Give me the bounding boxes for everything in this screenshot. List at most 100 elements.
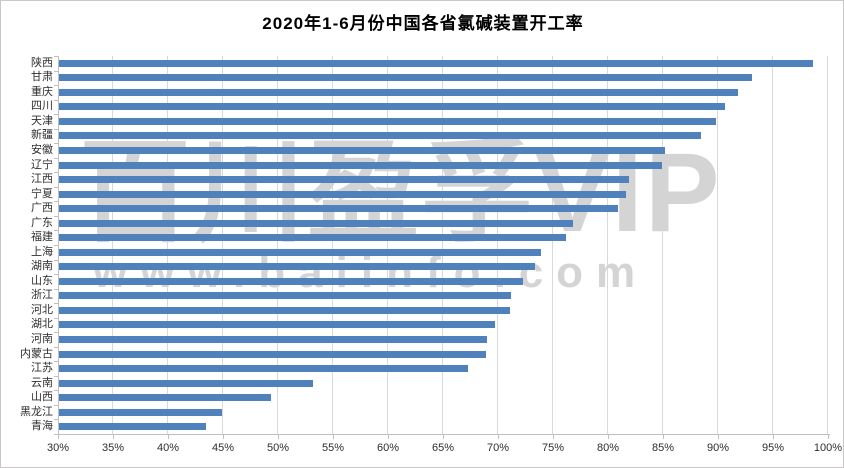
x-axis-label: 75% [541,442,565,454]
bar-湖南 [59,263,535,270]
y-axis-label: 四川 [31,100,53,112]
bar-甘肃 [59,74,752,81]
x-axis-label: 35% [101,442,125,454]
x-tick-mark [388,435,389,439]
x-axis-line [58,434,830,435]
chart-title: 2020年1-6月份中国各省氯碱装置开工率 [262,14,584,33]
bar-广西 [59,205,618,212]
y-tick-mark [54,260,58,261]
bar-江西 [59,176,629,183]
y-axis-label: 广东 [31,217,53,229]
y-tick-mark [54,187,58,188]
y-axis-label: 甘肃 [31,71,53,83]
y-tick-mark [54,201,58,202]
y-tick-mark [54,303,58,304]
y-axis-label: 上海 [31,246,53,258]
y-axis-label: 福建 [31,231,53,243]
gridline [497,56,498,434]
x-tick-mark [58,435,59,439]
gridline [112,56,113,434]
y-tick-mark [54,172,58,173]
bar-天津 [59,118,716,125]
y-tick-mark [54,390,58,391]
bar-宁夏 [59,191,626,198]
y-axis-label: 新疆 [31,129,53,141]
y-axis-label: 浙江 [31,289,53,301]
bar-福建 [59,234,566,241]
gridline [717,56,718,434]
y-tick-mark [54,274,58,275]
y-axis-label: 陕西 [31,57,53,69]
y-axis-label: 内蒙古 [20,348,53,360]
y-tick-mark [54,361,58,362]
x-axis-label: 45% [211,442,235,454]
bar-四川 [59,103,725,110]
y-tick-mark [54,347,58,348]
x-tick-mark [553,435,554,439]
y-axis-line [58,56,59,434]
y-tick-mark [54,318,58,319]
bar-内蒙古 [59,351,486,358]
bar-上海 [59,249,541,256]
bar-广东 [59,220,573,227]
x-tick-mark [718,435,719,439]
bar-辽宁 [59,162,662,169]
bar-山西 [59,394,271,401]
y-axis-label: 江苏 [31,362,53,374]
y-axis-label: 天津 [31,115,53,127]
y-axis-label: 黑龙江 [20,406,53,418]
x-tick-mark [498,435,499,439]
x-axis-label: 95% [761,442,785,454]
x-axis-label: 85% [651,442,675,454]
y-tick-mark [54,332,58,333]
y-axis-label: 河北 [31,304,53,316]
y-axis-label: 青海 [31,420,53,432]
gridline [607,56,608,434]
y-axis-label: 湖北 [31,318,53,330]
bar-新疆 [59,132,701,139]
y-axis-label: 重庆 [31,86,53,98]
gridline [167,56,168,434]
x-tick-mark [443,435,444,439]
gridline [772,56,773,434]
gridline [222,56,223,434]
x-tick-mark [608,435,609,439]
y-tick-mark [54,158,58,159]
y-tick-mark [54,230,58,231]
x-tick-mark [828,435,829,439]
y-axis-label: 山东 [31,275,53,287]
bar-河北 [59,307,510,314]
y-tick-mark [54,85,58,86]
y-tick-mark [54,100,58,101]
x-tick-mark [168,435,169,439]
x-axis-label: 90% [706,442,730,454]
x-tick-mark [278,435,279,439]
bar-重庆 [59,89,738,96]
bar-云南 [59,380,313,387]
gridline [552,56,553,434]
x-tick-mark [663,435,664,439]
x-tick-mark [223,435,224,439]
y-tick-mark [54,71,58,72]
x-axis-label: 55% [321,442,345,454]
y-tick-mark [54,216,58,217]
y-axis-label: 宁夏 [31,188,53,200]
bar-黑龙江 [59,409,222,416]
y-tick-mark [54,376,58,377]
x-tick-mark [333,435,334,439]
y-axis-label: 山西 [31,391,53,403]
y-tick-mark [54,143,58,144]
gridline [442,56,443,434]
y-tick-mark [54,114,58,115]
x-axis-label: 60% [376,442,400,454]
x-axis-label: 50% [266,442,290,454]
y-tick-mark [54,129,58,130]
gridline [332,56,333,434]
x-axis-label: 80% [596,442,620,454]
y-axis-label: 云南 [31,377,53,389]
x-axis-label: 40% [156,442,180,454]
bar-河南 [59,336,487,343]
y-axis-label: 湖南 [31,260,53,272]
y-axis-label: 辽宁 [31,159,53,171]
